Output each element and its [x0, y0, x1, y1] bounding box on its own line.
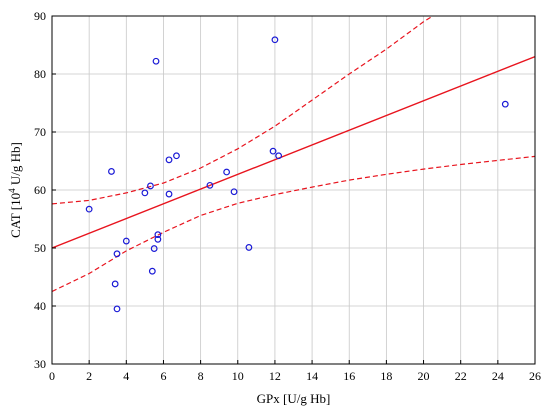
x-tick-label: 22 — [455, 369, 467, 383]
data-point — [165, 190, 173, 198]
data-point — [165, 156, 173, 164]
data-point — [154, 231, 162, 239]
data-point — [230, 188, 238, 196]
x-tick-label: 4 — [123, 369, 129, 383]
data-points — [85, 36, 509, 313]
regression-line — [52, 55, 535, 249]
x-tick-label: 10 — [232, 369, 244, 383]
ci-lower-line — [52, 155, 535, 293]
data-point — [111, 280, 119, 288]
data-point — [150, 245, 158, 252]
x-tick-label: 8 — [198, 369, 204, 383]
y-tick-label: 70 — [34, 125, 46, 139]
data-point — [85, 205, 93, 213]
data-point — [501, 100, 509, 108]
x-tick-label: 26 — [529, 369, 541, 383]
x-tick-label: 18 — [380, 369, 392, 383]
grid-lines — [51, 15, 536, 365]
data-point — [122, 237, 130, 245]
y-tick-label: 40 — [34, 299, 46, 313]
y-tick-label: 50 — [34, 241, 46, 255]
x-axis-ticks: 0 2 4 6 8 10 12 14 16 18 20 22 24 26 — [49, 360, 541, 383]
data-point — [245, 244, 253, 251]
x-tick-label: 12 — [269, 369, 281, 383]
x-axis-label: GPx [U/g Hb] — [257, 391, 331, 406]
x-tick-label: 24 — [492, 369, 504, 383]
data-point — [271, 36, 279, 44]
data-point — [206, 181, 214, 189]
data-point — [152, 57, 160, 65]
x-tick-label: 14 — [306, 369, 318, 383]
y-axis-label: CAT [104 U/g Hb] — [7, 142, 23, 238]
y-axis-label-main: CAT [10 — [8, 193, 23, 238]
ci-upper-line — [52, 16, 434, 205]
y-axis-ticks: 30 40 50 60 70 80 90 — [34, 9, 56, 371]
x-tick-label: 2 — [86, 369, 92, 383]
x-tick-label: 16 — [343, 369, 355, 383]
data-point — [275, 152, 283, 160]
x-tick-label: 20 — [418, 369, 430, 383]
data-point — [108, 168, 115, 175]
data-point — [173, 152, 180, 160]
regression-line-group — [52, 55, 535, 249]
data-point — [154, 235, 162, 243]
x-tick-label: 6 — [160, 369, 166, 383]
x-tick-label: 0 — [49, 369, 55, 383]
y-tick-label: 80 — [34, 67, 46, 81]
y-axis-label-superscript: 4 — [7, 188, 17, 193]
data-point — [141, 189, 149, 197]
data-point — [223, 168, 231, 176]
data-point — [269, 147, 277, 155]
confidence-band — [52, 16, 535, 293]
y-axis-label-tail: U/g Hb] — [8, 142, 23, 188]
data-point — [113, 250, 121, 258]
y-tick-label: 30 — [34, 357, 46, 371]
y-tick-label: 60 — [34, 183, 46, 197]
data-point — [148, 267, 156, 275]
data-point — [113, 305, 121, 313]
y-tick-label: 90 — [34, 9, 46, 23]
data-point — [147, 182, 154, 190]
